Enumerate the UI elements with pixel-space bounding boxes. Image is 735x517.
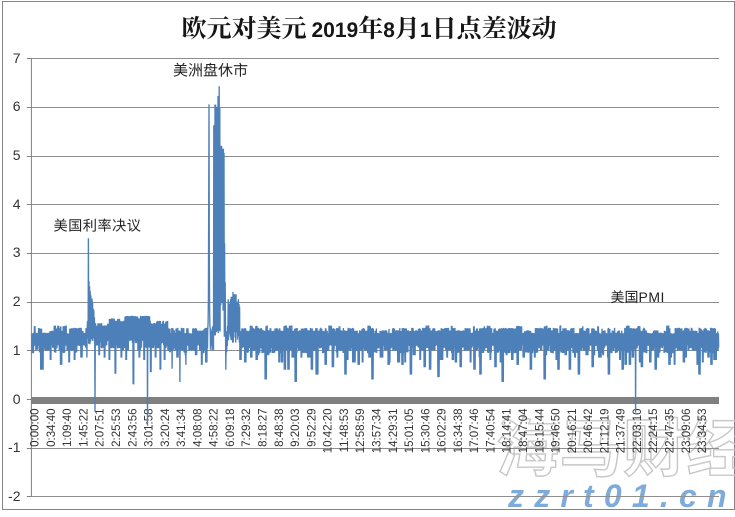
svg-text:17:40:54: 17:40:54: [485, 408, 497, 453]
svg-text:9:20:03: 9:20:03: [290, 409, 302, 447]
svg-text:7: 7: [13, 50, 21, 66]
svg-text:19:15:44: 19:15:44: [534, 408, 546, 453]
svg-text:8:18:27: 8:18:27: [258, 409, 270, 447]
svg-text:18:47:04: 18:47:04: [518, 408, 530, 453]
svg-text:2:25:53: 2:25:53: [111, 409, 123, 447]
svg-text:16:02:29: 16:02:29: [437, 409, 449, 454]
svg-text:3:41:34: 3:41:34: [176, 408, 188, 447]
svg-text:18:14:41: 18:14:41: [502, 409, 514, 454]
svg-text:PMI: PMI: [639, 289, 665, 305]
svg-text:10:42:20: 10:42:20: [323, 409, 335, 454]
svg-text:6: 6: [13, 98, 21, 114]
svg-text:2:43:56: 2:43:56: [127, 409, 139, 447]
svg-text:3:01:58: 3:01:58: [144, 409, 156, 447]
svg-text:13:57:34: 13:57:34: [372, 408, 384, 453]
svg-text:23:34:53: 23:34:53: [697, 409, 709, 454]
svg-text:-1: -1: [8, 439, 21, 455]
svg-text:9:52:29: 9:52:29: [306, 409, 318, 447]
svg-text:16:34:38: 16:34:38: [453, 409, 465, 454]
svg-text:-2: -2: [8, 488, 21, 504]
svg-text:23:09:06: 23:09:06: [681, 409, 693, 454]
svg-text:4:58:22: 4:58:22: [209, 409, 221, 447]
svg-text:2:07:51: 2:07:51: [95, 409, 107, 447]
svg-text:20:46:42: 20:46:42: [583, 409, 595, 454]
svg-text:6:09:18: 6:09:18: [225, 409, 237, 447]
svg-text:5: 5: [13, 147, 21, 163]
svg-text:0:34:40: 0:34:40: [46, 409, 58, 447]
svg-text:15:30:46: 15:30:46: [420, 409, 432, 454]
svg-text:zzrt01.cn: zzrt01.cn: [507, 478, 735, 512]
svg-text:3:20:24: 3:20:24: [160, 408, 172, 447]
svg-text:3: 3: [13, 244, 21, 260]
svg-text:2: 2: [13, 293, 21, 309]
svg-text:8:48:38: 8:48:38: [274, 409, 286, 447]
svg-text:7:29:32: 7:29:32: [241, 409, 253, 447]
svg-text:12:58:59: 12:58:59: [355, 409, 367, 454]
svg-text:15:01:05: 15:01:05: [404, 409, 416, 454]
svg-text:4:08:08: 4:08:08: [192, 409, 204, 447]
svg-text:11:48:53: 11:48:53: [339, 409, 351, 453]
svg-text:19:46:50: 19:46:50: [551, 409, 563, 454]
svg-text:22:24:15: 22:24:15: [648, 409, 660, 454]
svg-text:4: 4: [13, 196, 21, 212]
svg-text:1:09:40: 1:09:40: [62, 409, 74, 447]
svg-text:1: 1: [13, 342, 21, 358]
svg-text:21:12:19: 21:12:19: [599, 409, 611, 454]
svg-text:14:29:31: 14:29:31: [388, 409, 400, 454]
svg-text:21:37:49: 21:37:49: [616, 409, 628, 454]
svg-text:22:03:10: 22:03:10: [632, 409, 644, 454]
svg-text:1:45:22: 1:45:22: [78, 409, 90, 447]
svg-text:0:00:00: 0:00:00: [30, 409, 42, 447]
svg-text:20:16:21: 20:16:21: [567, 409, 579, 454]
svg-text:17:07:46: 17:07:46: [469, 409, 481, 454]
svg-text:22:47:35: 22:47:35: [665, 409, 677, 454]
svg-text:0: 0: [13, 391, 21, 407]
